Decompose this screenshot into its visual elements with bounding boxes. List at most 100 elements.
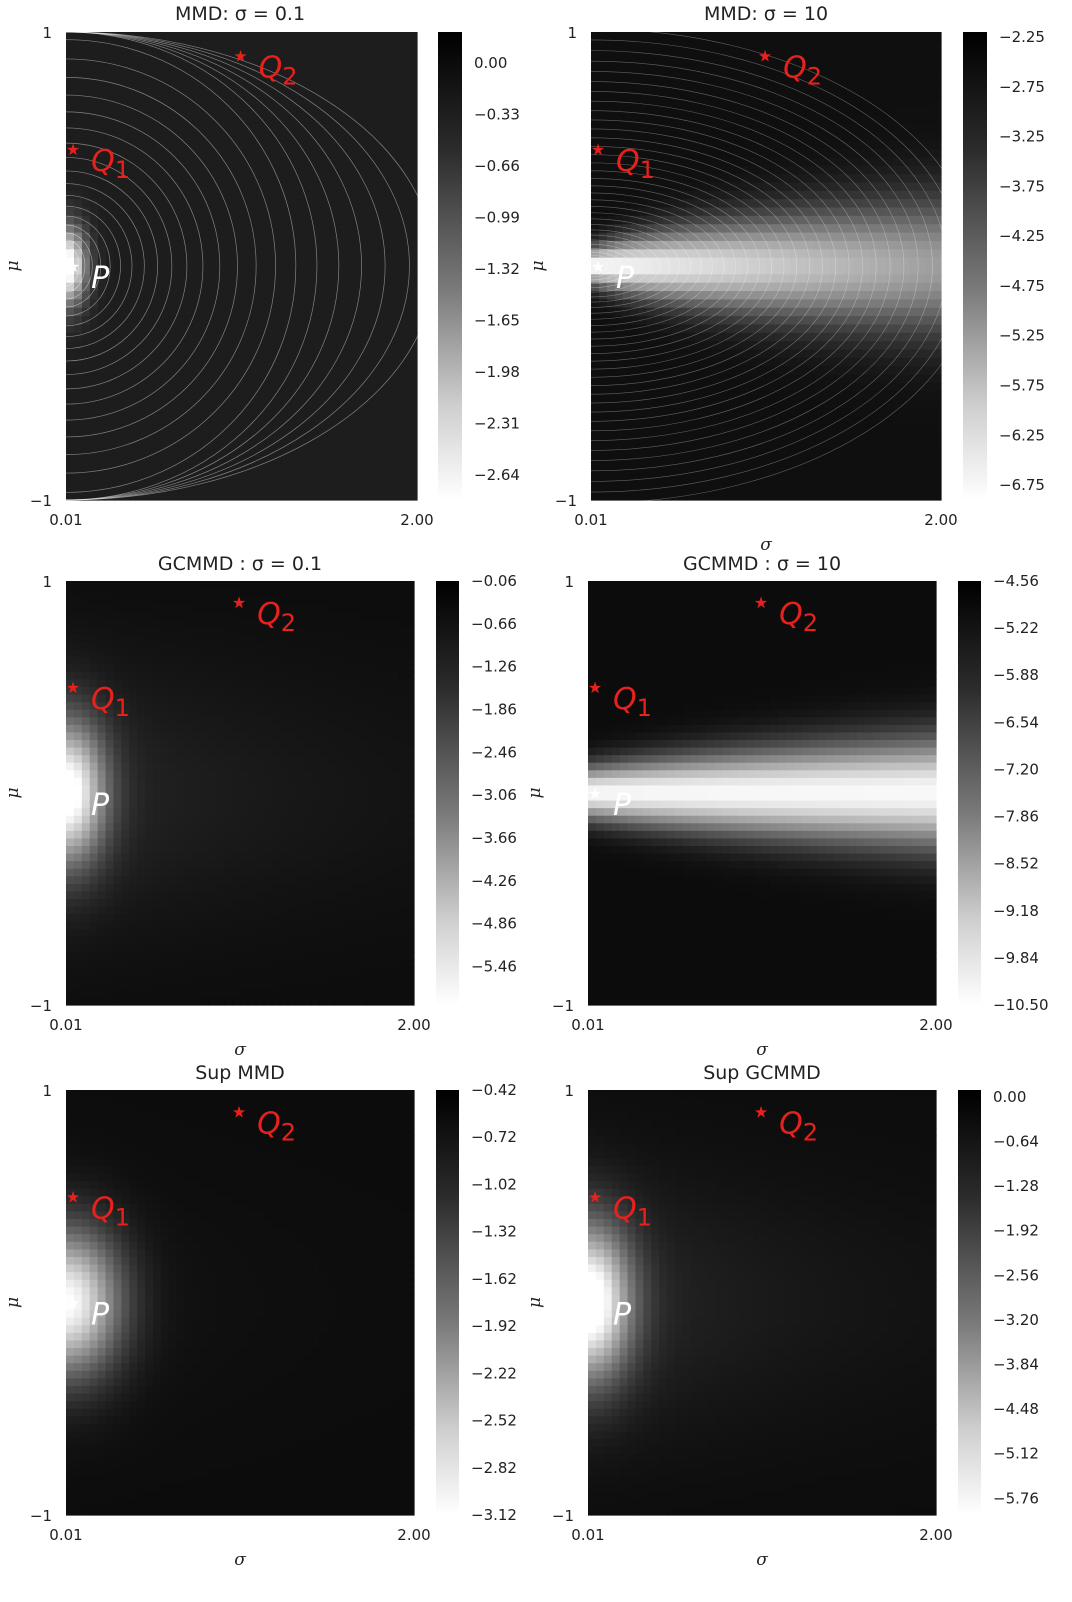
heatmap-cell: [353, 307, 362, 317]
heatmap-cell: [805, 299, 815, 309]
heatmap-cell: [369, 433, 378, 443]
heatmap-cell: [225, 190, 235, 200]
heatmap-cell: [893, 316, 902, 326]
heatmap-cell: [670, 174, 680, 184]
heatmap-cell: [813, 374, 823, 384]
heatmap-cell: [734, 224, 743, 234]
heatmap-cell: [97, 307, 107, 317]
heatmap-cell: [598, 190, 608, 200]
heatmap-cell: [797, 466, 807, 476]
heatmap-cell: [329, 458, 338, 468]
heatmap-cell: [145, 57, 155, 67]
heatmap-cell: [233, 416, 243, 426]
heatmap-cell: [606, 316, 616, 326]
heatmap-cell: [750, 266, 759, 275]
heatmap-cell: [337, 32, 346, 41]
heatmap-cell: [105, 65, 115, 75]
heatmap-cell: [614, 316, 624, 326]
heatmap-cell: [678, 73, 688, 83]
heatmap-cell: [678, 157, 688, 167]
heatmap-cell: [829, 132, 839, 142]
heatmap-cell: [686, 98, 695, 108]
heatmap-cell: [321, 282, 330, 292]
heatmap-cell: [591, 391, 600, 401]
heatmap-cell: [853, 316, 863, 326]
heatmap-cell: [773, 98, 783, 108]
heatmap-cell: [853, 190, 863, 200]
heatmap-cell: [105, 291, 115, 301]
heatmap-cell: [893, 207, 902, 217]
heatmap-cell: [869, 282, 878, 292]
heatmap-cell: [113, 132, 123, 142]
heatmap-cell: [81, 98, 91, 108]
heatmap-cell: [137, 374, 147, 384]
heatmap-cell: [329, 90, 338, 100]
heatmap-cell: [742, 115, 751, 125]
heatmap-cell: [345, 383, 354, 392]
heatmap-cell: [105, 249, 115, 259]
heatmap-cell: [153, 48, 163, 58]
heatmap-cell: [638, 383, 648, 392]
heatmap-cell: [805, 249, 815, 259]
heatmap-cell: [369, 458, 378, 468]
heatmap-cell: [925, 324, 934, 334]
heatmap-cell: [73, 82, 83, 92]
heatmap-cell: [409, 123, 418, 133]
heatmap-cell: [377, 274, 386, 284]
heatmap-cell: [265, 107, 275, 117]
heatmap-cell: [249, 483, 259, 493]
heatmap-cell: [361, 416, 370, 426]
heatmap-cell: [758, 483, 767, 493]
heatmap-cell: [273, 190, 282, 200]
heatmap-cell: [217, 182, 227, 192]
heatmap-cell: [169, 107, 179, 117]
heatmap-cell: [734, 366, 743, 376]
heatmap-cell: [694, 257, 703, 267]
heatmap-cell: [638, 416, 648, 426]
heatmap-cell: [377, 115, 386, 125]
heatmap-cell: [694, 157, 703, 167]
heatmap-cell: [805, 132, 815, 142]
heatmap-cell: [614, 98, 624, 108]
heatmap-cell: [773, 140, 783, 150]
heatmap-cell: [845, 349, 855, 359]
heatmap-cell: [781, 82, 791, 92]
heatmap-cell: [662, 266, 672, 275]
heatmap-cell: [758, 266, 767, 275]
heatmap-cell: [385, 282, 394, 292]
heatmap-cell: [137, 357, 147, 367]
heatmap-cell: [598, 324, 608, 334]
heatmap-cell: [766, 383, 775, 392]
heatmap-cell: [789, 391, 799, 401]
heatmap-cell: [121, 240, 131, 250]
heatmap-cell: [845, 424, 855, 434]
heatmap-cell: [265, 90, 275, 100]
heatmap-cell: [813, 32, 823, 41]
heatmap-cell: [702, 383, 711, 392]
heatmap-cell: [694, 491, 703, 501]
heatmap-cell: [773, 391, 783, 401]
heatmap-cell: [345, 107, 354, 117]
heatmap-cell: [845, 132, 855, 142]
heatmap-cell: [933, 149, 942, 158]
heatmap-cell: [225, 132, 235, 142]
heatmap-cell: [789, 190, 799, 200]
heatmap-cell: [917, 199, 926, 209]
heatmap-cell: [766, 232, 775, 242]
heatmap-cell: [401, 357, 410, 367]
heatmap-cell: [121, 341, 131, 351]
heatmap-cell: [121, 82, 131, 92]
heatmap-cell: [829, 433, 839, 443]
heatmap-cell: [409, 433, 418, 443]
heatmap-cell: [185, 215, 195, 225]
heatmap-cell: [409, 98, 418, 108]
heatmap-cell: [241, 107, 251, 117]
heatmap-cell: [217, 224, 227, 234]
heatmap-cell: [638, 474, 648, 484]
heatmap-cell: [129, 32, 139, 41]
heatmap-cell: [201, 98, 211, 108]
heatmap-cell: [718, 115, 727, 125]
heatmap-cell: [369, 157, 378, 167]
heatmap-cell: [297, 357, 306, 367]
heatmap-cell: [73, 483, 83, 493]
